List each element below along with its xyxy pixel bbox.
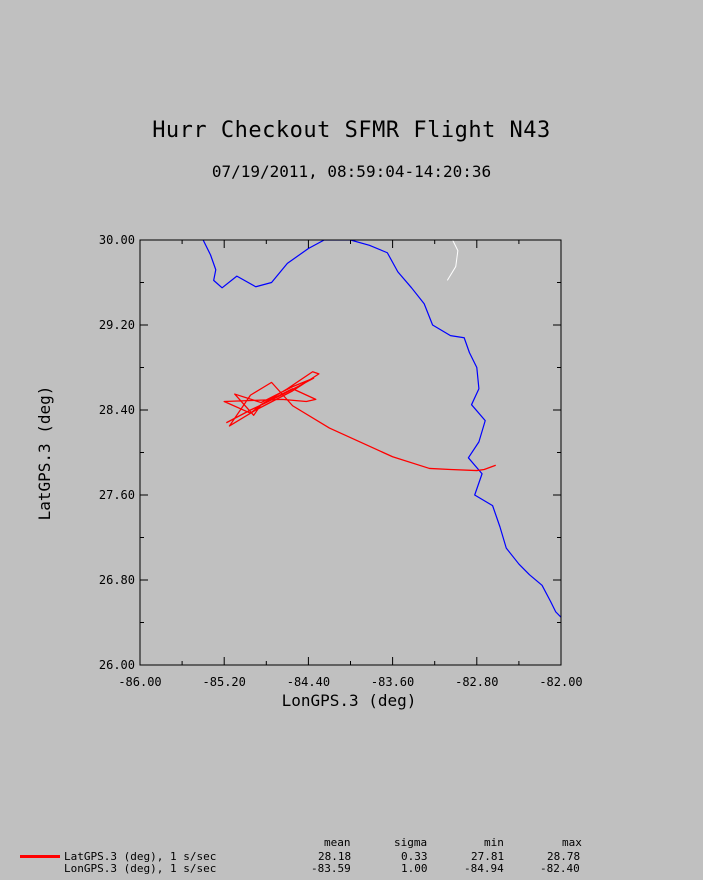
x-tick-label: -86.00: [118, 675, 161, 689]
stats-header: mean sigma min max: [0, 836, 703, 849]
x-tick-label: -82.00: [539, 675, 582, 689]
stats-row-label: LatGPS.3 (deg), 1 s/sec: [64, 850, 217, 863]
coastline: [202, 240, 561, 618]
chart-title: Hurr Checkout SFMR Flight N43: [152, 118, 551, 143]
stats-header-max: max: [562, 836, 582, 849]
y-tick-label: 28.40: [99, 403, 135, 417]
stats-header-min: min: [484, 836, 504, 849]
stats-mean: -83.59: [311, 862, 351, 875]
stats-row-lon: LonGPS.3 (deg), 1 s/sec -83.59 1.00 -84.…: [0, 862, 703, 875]
stats-max: 28.78: [547, 850, 581, 863]
x-tick-label: -83.60: [371, 675, 414, 689]
stats-mean: 28.18: [318, 850, 352, 863]
chart-subtitle: 07/19/2011, 08:59:04-14:20:36: [211, 162, 492, 181]
flight-track-series: [223, 371, 496, 472]
stats-sigma: 1.00: [401, 862, 428, 875]
x-axis-label: LonGPS.3 (deg): [282, 691, 417, 710]
stats-header-mean: mean: [324, 836, 351, 849]
stats-max: -82.40: [540, 862, 580, 875]
stats-sigma: 0.33: [401, 850, 428, 863]
y-tick-label: 26.80: [99, 573, 135, 587]
y-axis-label: LatGPS.3 (deg): [35, 386, 54, 521]
y-tick-label: 30.00: [99, 233, 135, 247]
legend-swatch-lat: [20, 855, 60, 858]
stats-min: 27.81: [471, 850, 505, 863]
plot-frame: [139, 239, 562, 666]
y-tick-label: 27.60: [99, 488, 135, 502]
river-line: [446, 240, 459, 281]
x-tick-label: -82.80: [455, 675, 498, 689]
stats-row-lat: LatGPS.3 (deg), 1 s/sec 28.18 0.33 27.81…: [0, 850, 703, 863]
stats-row-label: LonGPS.3 (deg), 1 s/sec: [64, 862, 217, 875]
x-tick-label: -85.20: [203, 675, 246, 689]
y-tick-label: 29.20: [99, 318, 135, 332]
stats-min: -84.94: [464, 862, 504, 875]
stats-header-sigma: sigma: [394, 836, 428, 849]
x-tick-label: -84.40: [287, 675, 330, 689]
y-tick-label: 26.00: [99, 658, 135, 672]
stats-table: mean sigma min max LatGPS.3 (deg), 1 s/s…: [0, 834, 703, 880]
